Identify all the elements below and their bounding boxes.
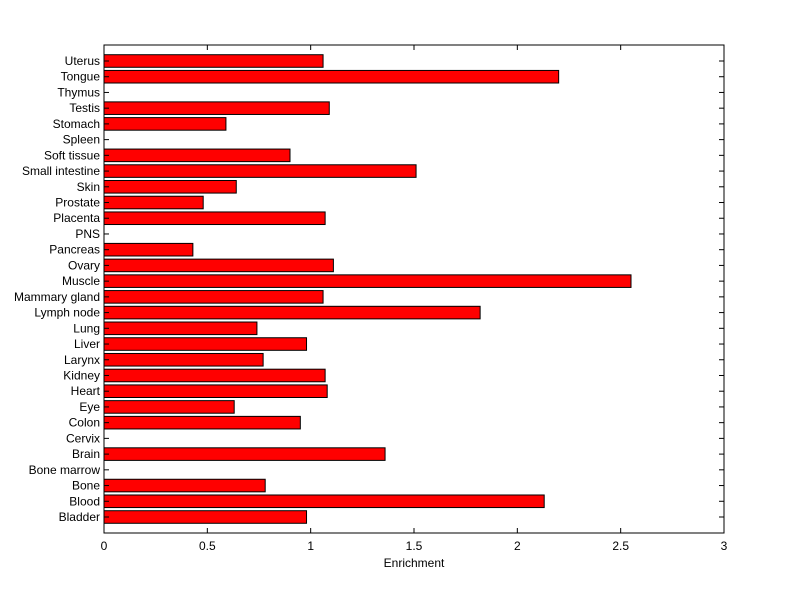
bar-placenta [103, 211, 326, 226]
y-tick-label: Testis [69, 101, 100, 115]
x-tick-label: 3 [721, 539, 728, 553]
y-tick-label: Eye [79, 400, 100, 414]
bar-liver [103, 337, 308, 351]
bar-tongue [103, 69, 560, 84]
bar-ovary [103, 258, 334, 273]
y-tick-label: Spleen [63, 133, 100, 147]
y-tick-label: Brain [72, 447, 100, 461]
x-tick-label: 1 [307, 539, 314, 553]
x-tick-label: 2.5 [612, 539, 629, 553]
y-tick-label: Placenta [53, 211, 100, 225]
bar-bone [103, 478, 266, 493]
y-tick-label: Small intestine [22, 164, 100, 178]
y-tick-label: Skin [77, 180, 100, 194]
x-axis-title: Enrichment [384, 556, 445, 570]
y-tick-label: Pancreas [49, 243, 100, 257]
bar-uterus [103, 54, 324, 68]
y-tick-label: Uterus [65, 54, 100, 68]
bar-testis [103, 101, 330, 115]
y-tick-label: Bone marrow [29, 463, 101, 477]
bar-skin [103, 180, 237, 194]
x-tick-label: 0 [101, 539, 108, 553]
bar-pancreas [103, 242, 194, 257]
bar-blood [103, 494, 545, 509]
y-tick-label: Prostate [55, 196, 100, 210]
bar-brain [103, 447, 386, 461]
y-tick-label: Stomach [53, 117, 100, 131]
bar-colon [103, 415, 301, 430]
y-tick-label: Bone [72, 479, 100, 493]
bar-soft-tissue [103, 148, 291, 163]
y-tick-label: Ovary [68, 258, 100, 272]
bar-kidney [103, 368, 326, 383]
y-tick-label: Kidney [63, 368, 100, 382]
bar-lung [103, 321, 258, 336]
bar-eye [103, 400, 235, 414]
y-tick-label: Muscle [62, 274, 100, 288]
y-tick-label: Lung [73, 321, 100, 335]
y-tick-label: Liver [74, 337, 100, 351]
y-tick-label: Larynx [64, 353, 100, 367]
y-tick-label: Tongue [61, 70, 101, 84]
y-tick-label: Mammary gland [14, 290, 100, 304]
bar-mammary-gland [103, 290, 324, 304]
bar-heart [103, 384, 328, 399]
y-tick-label: Blood [69, 494, 100, 508]
bar-larynx [103, 352, 264, 367]
y-tick-label: Heart [71, 384, 101, 398]
x-tick-label: 2 [514, 539, 521, 553]
y-tick-label: Thymus [57, 85, 100, 99]
y-tick-label: Lymph node [34, 306, 100, 320]
bar-bladder [103, 510, 308, 524]
y-tick-label: Colon [69, 416, 100, 430]
bar-lymph-node [103, 305, 481, 320]
y-tick-label: Cervix [66, 431, 100, 445]
bar-muscle [103, 274, 632, 288]
y-tick-label: Soft tissue [44, 148, 100, 162]
bars-group [103, 54, 632, 524]
x-tick-label: 0.5 [199, 539, 216, 553]
x-ticks-group: 0 0.5 1 1.5 2 2.5 3 [101, 45, 728, 553]
x-tick-label: 1.5 [406, 539, 423, 553]
bar-small-intestine [103, 164, 417, 178]
y-tick-label: Bladder [59, 510, 100, 524]
y-tick-label: PNS [75, 227, 100, 241]
bar-prostate [103, 195, 204, 210]
bar-stomach [103, 117, 227, 131]
